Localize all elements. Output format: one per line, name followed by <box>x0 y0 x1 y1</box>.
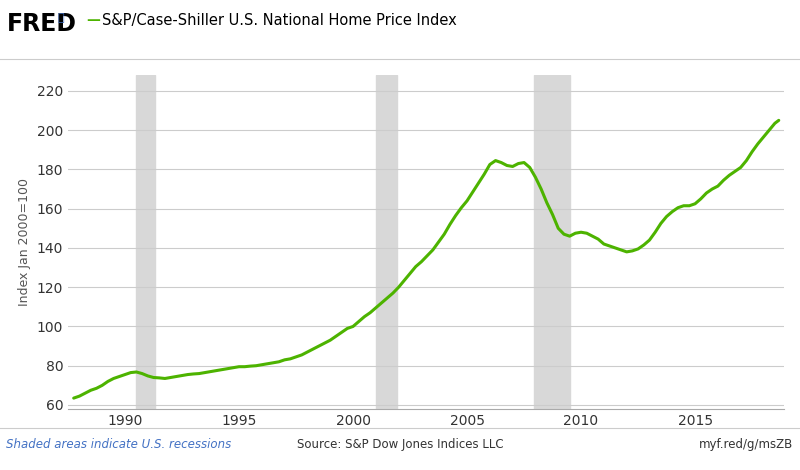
Bar <box>137 75 155 409</box>
Text: ⪾: ⪾ <box>58 13 64 23</box>
Text: FRED: FRED <box>6 12 77 36</box>
Text: Source: S&P Dow Jones Indices LLC: Source: S&P Dow Jones Indices LLC <box>297 438 503 451</box>
Bar <box>534 75 570 409</box>
Text: S&P/Case-Shiller U.S. National Home Price Index: S&P/Case-Shiller U.S. National Home Pric… <box>102 13 457 28</box>
Y-axis label: Index Jan 2000=100: Index Jan 2000=100 <box>18 178 31 306</box>
Bar <box>376 75 397 409</box>
Text: Shaded areas indicate U.S. recessions: Shaded areas indicate U.S. recessions <box>6 438 232 451</box>
Text: —: — <box>86 13 100 27</box>
Text: myf.red/g/msZB: myf.red/g/msZB <box>699 438 794 451</box>
